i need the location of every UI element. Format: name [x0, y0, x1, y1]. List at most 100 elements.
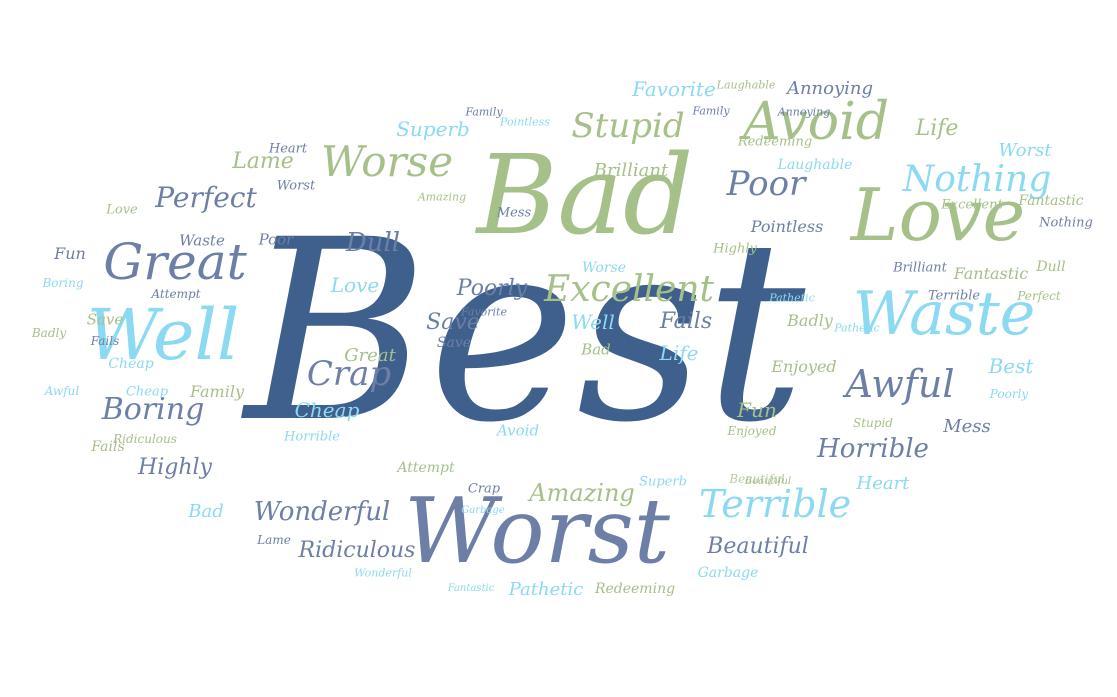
cloud-word: Mess [943, 416, 991, 437]
cloud-word: Poor [726, 164, 806, 204]
cloud-word: Fails [90, 334, 120, 348]
cloud-word: Poor [258, 230, 294, 249]
cloud-word: Amazing [529, 479, 635, 507]
cloud-word: Well [86, 294, 240, 376]
cloud-word: Poorly [989, 387, 1029, 401]
cloud-word: Bad [188, 501, 224, 522]
cloud-word: Fantastic [1018, 193, 1084, 209]
cloud-word: Love [850, 173, 1026, 257]
cloud-word: Perfect [1017, 289, 1061, 303]
cloud-word: Fantastic [953, 264, 1029, 283]
cloud-word: Amazing [417, 190, 467, 204]
cloud-word: Mess [496, 205, 532, 221]
cloud-word: Best [988, 354, 1034, 378]
cloud-word: Best [244, 186, 806, 477]
cloud-word: Worse [320, 137, 454, 186]
cloud-word: Love [106, 202, 138, 218]
cloud-word: Brilliant [593, 160, 669, 181]
cloud-word: Great [344, 345, 396, 366]
cloud-word: Excellent [543, 269, 715, 310]
cloud-word: Highly [713, 241, 757, 257]
cloud-word: Horrible [817, 434, 929, 464]
cloud-word: Cheap [125, 384, 169, 400]
cloud-word: Dull [345, 228, 401, 258]
cloud-word: Fails [659, 309, 713, 334]
cloud-word: Lame [257, 533, 291, 547]
cloud-word: Waste [179, 231, 225, 250]
cloud-word: Pointless [750, 217, 824, 236]
cloud-word: Laughable [777, 157, 853, 173]
cloud-word: Enjoyed [727, 424, 777, 438]
cloud-word: Terrible [698, 482, 852, 526]
cloud-word: Stupid [571, 106, 685, 146]
cloud-word: Crap [467, 481, 501, 497]
cloud-word: Pathetic [769, 291, 815, 305]
cloud-word: Save [86, 310, 124, 329]
cloud-word: Badly [787, 311, 833, 330]
cloud-word: Ridiculous [113, 432, 177, 446]
cloud-word: Wonderful [253, 497, 391, 527]
cloud-word: Nothing [902, 159, 1052, 200]
cloud-word: Ridiculous [298, 538, 416, 563]
cloud-word: Attempt [151, 287, 201, 301]
cloud-word: Redeeming [737, 134, 813, 150]
cloud-word: Superb [396, 117, 470, 141]
cloud-word: Beautiful [707, 534, 809, 559]
cloud-word: Awful [845, 362, 955, 406]
cloud-word: Fails [91, 439, 125, 455]
cloud-word: Beautiful [744, 476, 792, 487]
cloud-word: Boring [101, 392, 205, 427]
cloud-word: Save [436, 335, 472, 351]
cloud-word: Fun [54, 244, 86, 263]
cloud-word: Terrible [927, 288, 981, 304]
cloud-word: Love [330, 273, 380, 297]
cloud-word: Family [692, 104, 730, 118]
cloud-word: Worse [581, 260, 627, 276]
cloud-word: Horrible [284, 429, 340, 445]
cloud-word: Poorly [456, 276, 528, 301]
cloud-word: Fantastic [447, 583, 495, 594]
cloud-word: Beautiful [729, 472, 785, 486]
cloud-word: Great [103, 233, 247, 291]
cloud-word: Bad [476, 131, 694, 259]
cloud-word: Annoying [777, 105, 831, 119]
cloud-word: Attempt [397, 460, 455, 476]
cloud-word: Family [465, 105, 503, 119]
cloud-word: Waste [852, 279, 1036, 349]
cloud-word: Wonderful [354, 566, 412, 580]
cloud-word: Save [426, 310, 480, 335]
cloud-word: Garbage [697, 565, 759, 581]
cloud-word: Excellent [941, 197, 1003, 213]
cloud-word: Family [190, 382, 244, 401]
cloud-word: Garbage [461, 505, 505, 516]
cloud-word: Dull [1036, 259, 1066, 275]
cloud-word: Worst [998, 140, 1052, 161]
cloud-word: Well [571, 310, 615, 334]
cloud-word: Heart [268, 141, 308, 157]
cloud-word: Avoid [742, 92, 890, 152]
cloud-word: Perfect [155, 181, 257, 214]
cloud-word: Life [659, 341, 699, 365]
cloud-word: Lame [232, 149, 294, 174]
cloud-word: Fun [737, 398, 777, 422]
cloud-word: Pointless [500, 115, 550, 129]
cloud-word: Boring [42, 276, 84, 290]
cloud-word: Crap [306, 354, 392, 394]
cloud-word: Highly [138, 455, 212, 480]
cloud-word: Worst [404, 479, 670, 584]
cloud-word: Worst [276, 178, 316, 194]
cloud-word: Life [915, 116, 959, 141]
cloud-word: Cheap [108, 356, 154, 372]
cloud-word: Favorite [461, 305, 507, 319]
cloud-word: Stupid [853, 416, 893, 430]
cloud-word: Awful [44, 384, 80, 398]
cloud-word: Heart [856, 473, 910, 494]
cloud-word: Badly [31, 326, 67, 340]
cloud-word: Pathetic [508, 579, 584, 600]
cloud-word: Laughable [716, 78, 776, 92]
cloud-word: Favorite [632, 77, 716, 101]
cloud-word: Bad [581, 340, 611, 359]
cloud-word: Cheap [294, 398, 360, 422]
cloud-word: Brilliant [893, 260, 947, 276]
